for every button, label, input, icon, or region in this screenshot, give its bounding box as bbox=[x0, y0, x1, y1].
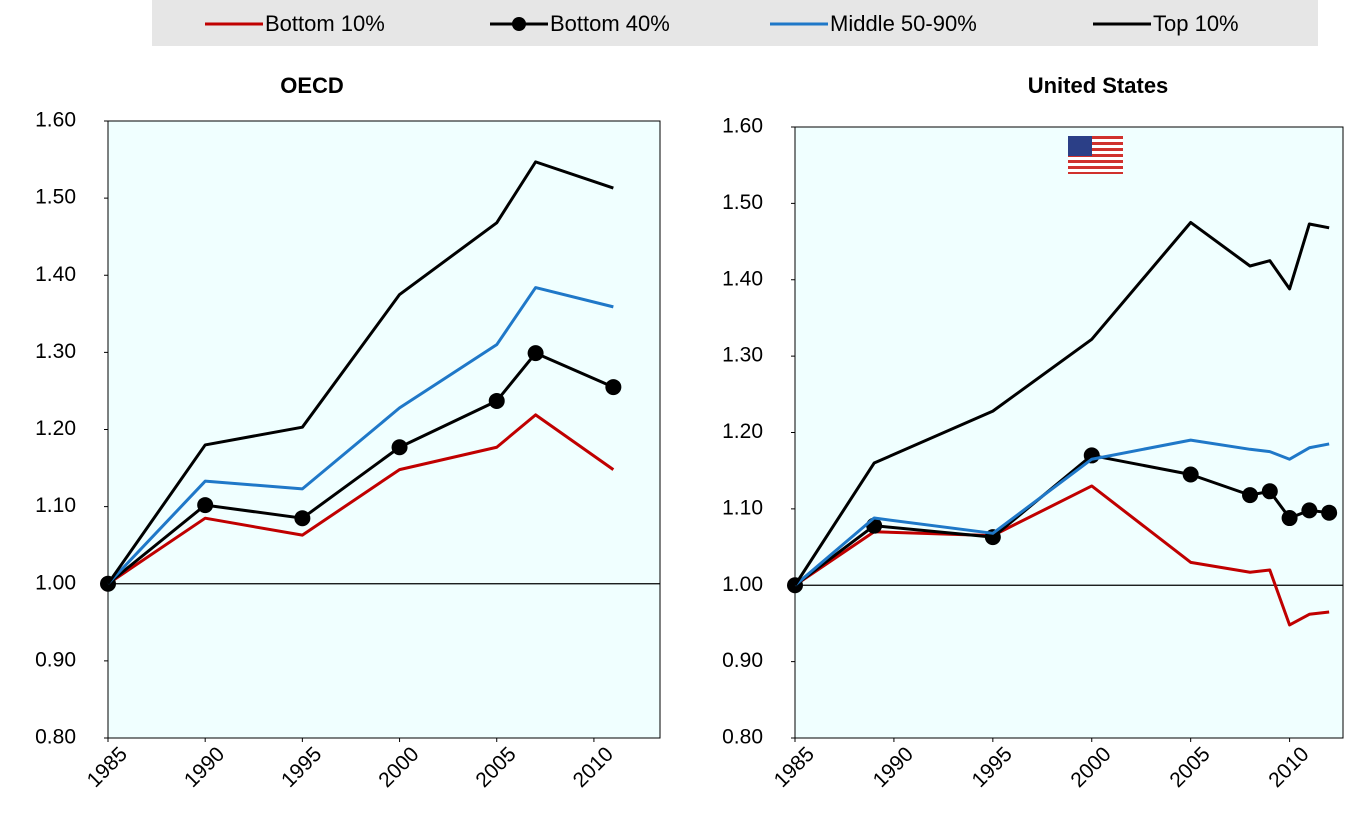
series-marker bbox=[1281, 510, 1298, 527]
chart-title: United States bbox=[1028, 73, 1169, 98]
series-line bbox=[106, 286, 614, 585]
y-tick-label: 0.80 bbox=[722, 726, 763, 749]
y-tick-label: 1.10 bbox=[722, 496, 763, 519]
y-tick-label: 0.90 bbox=[722, 649, 763, 672]
x-tick-label: 2005 bbox=[1165, 743, 1214, 792]
legend-label: Bottom 40% bbox=[550, 11, 670, 36]
us-flag bbox=[1068, 136, 1123, 174]
series-marker bbox=[391, 439, 408, 456]
legend-label: Bottom 10% bbox=[265, 11, 385, 36]
y-tick-label: 0.80 bbox=[35, 726, 76, 749]
x-tick-label: 1985 bbox=[83, 743, 132, 792]
y-tick-label: 0.90 bbox=[35, 648, 76, 671]
series-marker bbox=[1242, 487, 1259, 504]
y-tick-label: 1.60 bbox=[35, 109, 76, 132]
series-line bbox=[794, 484, 1330, 627]
x-tick-label: 2000 bbox=[1066, 743, 1115, 792]
legend-label: Top 10% bbox=[1153, 11, 1239, 36]
x-tick-label: 2000 bbox=[374, 743, 423, 792]
y-tick-label: 1.20 bbox=[722, 420, 763, 443]
legend-label: Middle 50-90% bbox=[830, 11, 977, 36]
series-marker bbox=[527, 345, 544, 362]
y-tick-label: 1.60 bbox=[722, 115, 763, 138]
series-line bbox=[106, 160, 614, 585]
series-marker bbox=[1301, 502, 1318, 519]
series-line bbox=[794, 453, 1330, 587]
x-tick-label: 1985 bbox=[770, 743, 819, 792]
series-marker bbox=[605, 379, 622, 396]
y-tick-label: 1.50 bbox=[35, 186, 76, 209]
series-line bbox=[794, 438, 1330, 587]
series-marker bbox=[1182, 466, 1199, 483]
x-tick-label: 1990 bbox=[180, 743, 229, 792]
legend-marker bbox=[512, 17, 526, 31]
y-tick-label: 1.40 bbox=[722, 267, 763, 290]
series-line bbox=[793, 220, 1330, 587]
y-tick-label: 1.10 bbox=[35, 494, 76, 517]
series-marker bbox=[294, 510, 311, 527]
series-marker bbox=[488, 392, 505, 409]
plot-area bbox=[107, 120, 661, 739]
chart-title: OECD bbox=[280, 73, 344, 98]
y-tick-label: 1.00 bbox=[722, 573, 763, 596]
series-marker bbox=[1261, 483, 1278, 500]
x-tick-label: 2010 bbox=[1264, 743, 1313, 792]
y-tick-label: 1.50 bbox=[722, 191, 763, 214]
x-tick-label: 2010 bbox=[569, 743, 618, 792]
y-tick-label: 1.40 bbox=[35, 263, 76, 286]
plot-area bbox=[794, 126, 1344, 739]
series-marker bbox=[197, 497, 214, 514]
series-marker bbox=[1321, 504, 1338, 521]
y-tick-label: 1.30 bbox=[722, 344, 763, 367]
x-tick-label: 2005 bbox=[471, 743, 520, 792]
x-tick-label: 1990 bbox=[869, 743, 918, 792]
y-tick-label: 1.30 bbox=[35, 340, 76, 363]
x-tick-label: 1995 bbox=[968, 743, 1017, 792]
x-tick-label: 1995 bbox=[277, 743, 326, 792]
series-line bbox=[107, 413, 615, 585]
y-tick-label: 1.00 bbox=[35, 571, 76, 594]
y-tick-label: 1.20 bbox=[35, 417, 76, 440]
